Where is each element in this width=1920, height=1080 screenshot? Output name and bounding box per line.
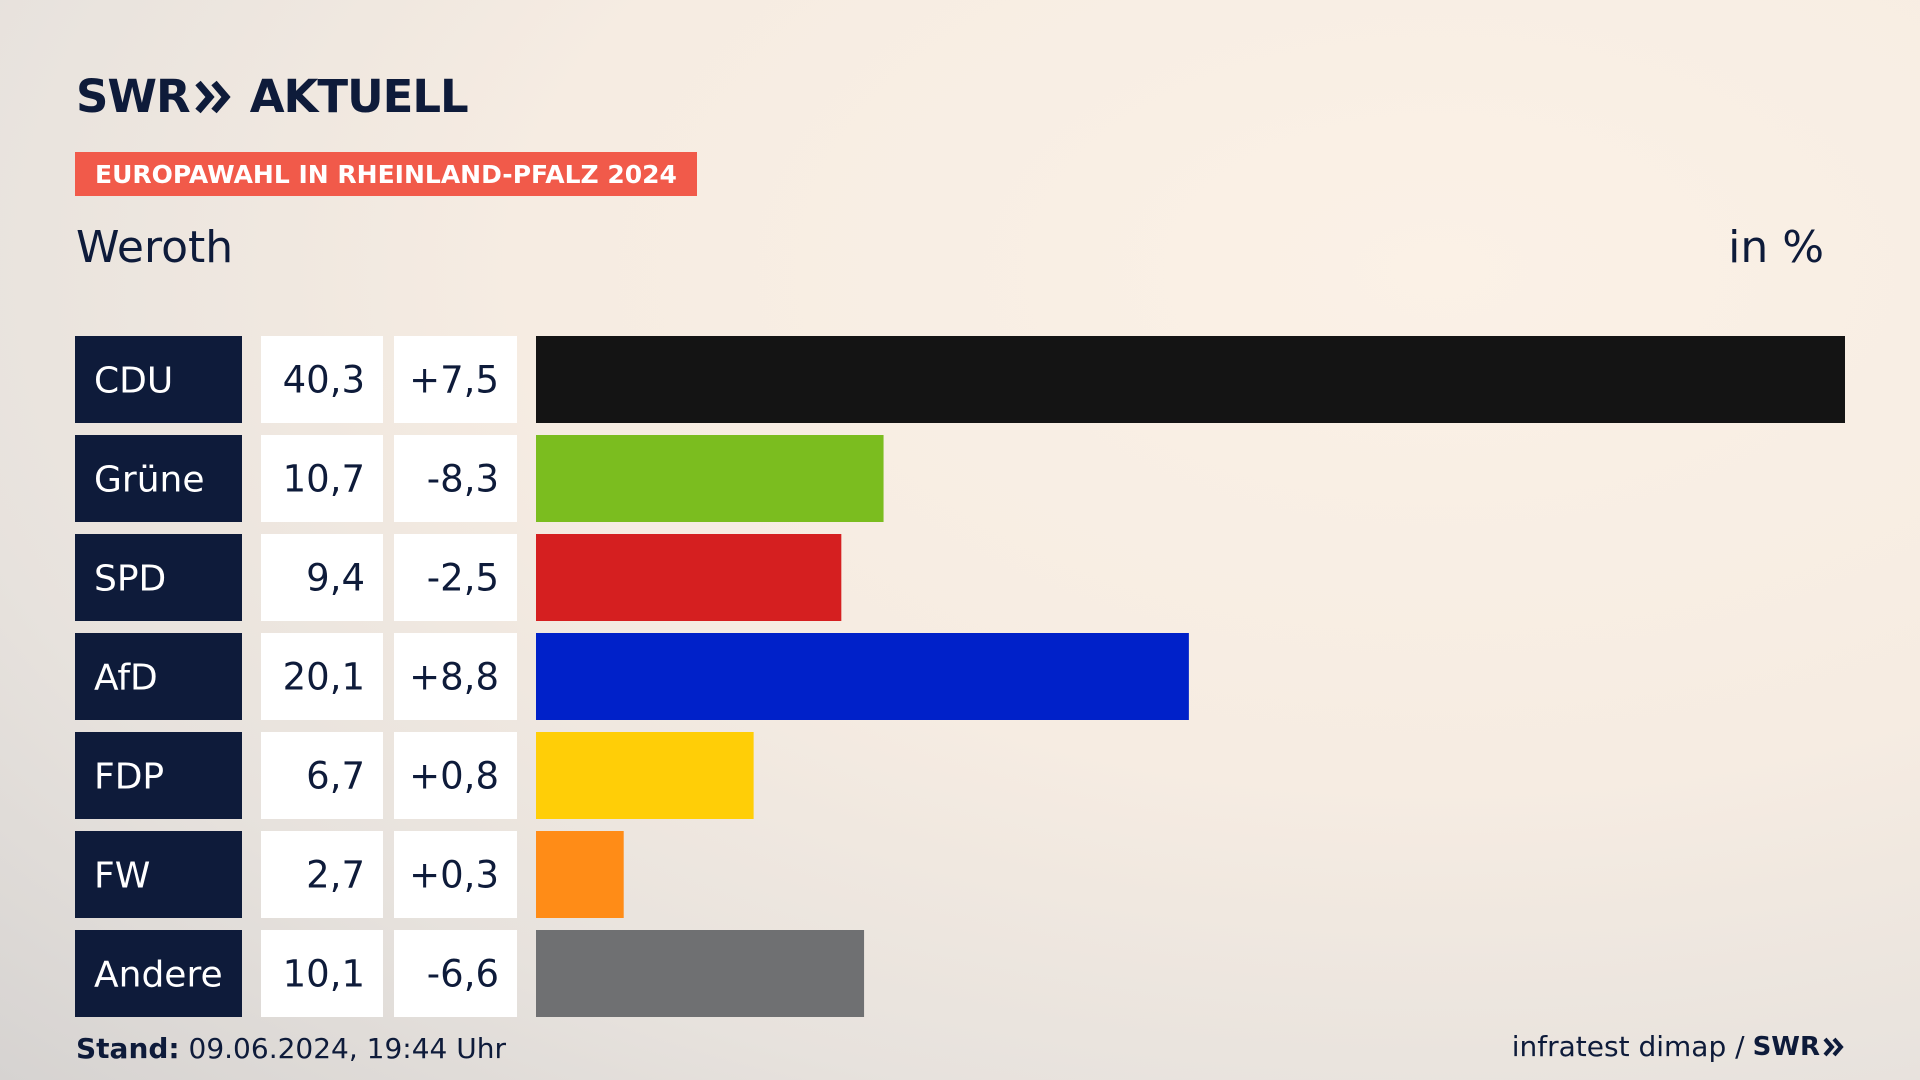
value-box [261,336,383,423]
bar [536,831,624,918]
change-label: -6,6 [427,953,499,996]
value-label: 9,4 [306,557,365,600]
value-box [261,930,383,1017]
change-box [394,633,517,720]
value-label: 2,7 [306,854,365,897]
change-label: +7,5 [409,359,499,402]
logo-name-text: AKTUELL [249,70,469,123]
value-box [261,534,383,621]
party-label-box [75,732,242,819]
value-label: 40,3 [283,359,365,402]
double-chevron-icon [195,80,231,113]
party-label-box [75,435,242,522]
change-box [394,831,517,918]
change-box [394,336,517,423]
timestamp: Stand: 09.06.2024, 19:44 Uhr [76,1032,506,1065]
party-label: Andere [94,955,223,996]
value-label: 6,7 [306,755,365,798]
bar [536,336,1845,423]
bar [536,534,842,621]
change-box [394,534,517,621]
party-label-box [75,336,242,423]
stand-label: Stand: [76,1032,180,1065]
party-label: CDU [94,361,173,402]
party-label-box [75,930,242,1017]
change-label: +0,3 [409,854,499,897]
party-label: FDP [94,757,164,798]
bar [536,435,884,522]
swr-mini-logo: SWR [1753,1032,1844,1062]
change-box [394,930,517,1017]
topic-badge: EUROPAWAHL IN RHEINLAND-PFALZ 2024 [75,152,697,196]
change-label: +0,8 [409,755,499,798]
stand-value: 09.06.2024, 19:44 Uhr [188,1032,506,1065]
double-chevron-icon [1823,1037,1844,1056]
party-label-box [75,534,242,621]
change-label: -8,3 [427,458,499,501]
value-label: 10,7 [283,458,365,501]
logo-brand-text: SWR [76,70,191,123]
swr-logo: SWR [76,70,232,123]
place-title: Weroth [76,222,234,273]
bar [536,930,865,1017]
party-label: AfD [94,658,158,699]
value-box [261,435,383,522]
value-box [261,831,383,918]
change-box [394,435,517,522]
party-label: FW [94,856,150,897]
party-label: SPD [94,559,166,600]
change-label: -2,5 [427,557,499,600]
source-text: infratest dimap / [1511,1030,1745,1063]
party-label-box [75,831,242,918]
value-box [261,732,383,819]
value-box [261,633,383,720]
unit-label: in % [1728,222,1824,273]
bar [536,633,1189,720]
source-credit: infratest dimap / SWR [1512,1030,1844,1063]
bar [536,732,754,819]
party-label: Grüne [94,460,204,501]
change-label: +8,8 [409,656,499,699]
value-label: 20,1 [283,656,365,699]
source-brand-text: SWR [1752,1031,1820,1062]
swr-aktuell-logo: SWR AKTUELL [76,70,469,123]
party-label-box [75,633,242,720]
change-box [394,732,517,819]
value-label: 10,1 [283,953,365,996]
